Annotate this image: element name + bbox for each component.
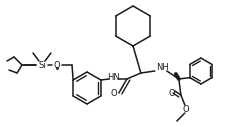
Text: O: O: [54, 60, 60, 69]
Text: O: O: [110, 90, 117, 99]
Text: O: O: [168, 89, 175, 98]
Text: Si: Si: [38, 60, 46, 69]
Text: O: O: [182, 105, 189, 114]
Text: HN: HN: [107, 74, 120, 83]
Text: NH: NH: [157, 64, 169, 73]
